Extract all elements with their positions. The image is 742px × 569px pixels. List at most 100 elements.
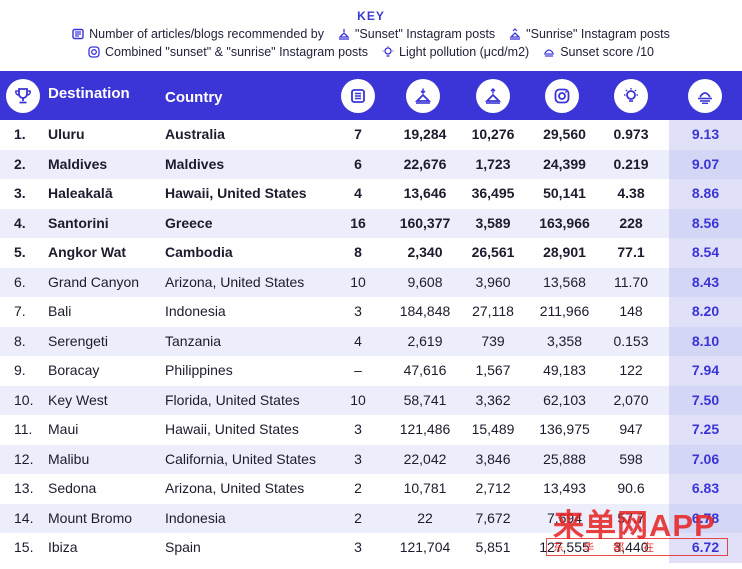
header-light	[614, 71, 648, 120]
cell-articles: 2	[354, 480, 362, 496]
cell-country: Tanzania	[165, 332, 222, 349]
cell-score: 7.50	[669, 385, 742, 415]
cell-articles: 2	[354, 509, 362, 526]
cell-sunset: 13,646	[403, 185, 447, 201]
cell-sunset: 121,486	[399, 421, 451, 437]
cell-country: California, United States	[165, 450, 316, 467]
cell-rank: 8.	[14, 332, 26, 349]
cell-combined: 163,966	[539, 214, 590, 231]
cell-sunrise: 15,489	[471, 421, 515, 437]
key-row-1: Number of articles/blogs recommended by …	[0, 27, 742, 41]
table-row: 12. Malibu California, United States 3 22,04…	[0, 444, 742, 474]
instagram-icon	[88, 46, 100, 58]
cell-score: 9.13	[669, 120, 742, 150]
lightbulb-icon	[382, 46, 394, 58]
cell-rank: 9.	[14, 362, 26, 378]
cell-sunrise: 3,589	[475, 214, 511, 231]
header-sunset	[406, 71, 440, 120]
cell-country: Arizona, United States	[165, 273, 305, 290]
cell-articles: 7	[354, 126, 362, 142]
table-row: 2. Maldives Maldives 6 22,676 1,723 24,399 0.21…	[0, 149, 742, 179]
key-item-combined: Combined "sunset" & "sunrise" Instagram …	[88, 45, 368, 59]
cell-score: 8.86	[669, 179, 742, 209]
cell-country: Cambodia	[165, 244, 233, 260]
cell-score: 6.83	[669, 474, 742, 504]
cell-destination: Bali	[48, 303, 72, 319]
trophy-icon	[6, 78, 40, 113]
cell-light: 0.219	[613, 155, 649, 172]
cell-sunrise: 739	[481, 332, 505, 349]
cell-destination: Haleakalā	[48, 185, 113, 201]
cell-score: 9.07	[669, 149, 742, 179]
cell-rank: 5.	[14, 244, 26, 260]
cell-country: Hawaii, United States	[165, 421, 299, 437]
lightbulb-icon	[614, 78, 648, 113]
cell-rank: 6.	[14, 273, 26, 290]
cell-combined: 49,183	[543, 362, 586, 378]
cell-sunset: 58,741	[403, 391, 447, 408]
cell-articles: 10	[350, 391, 366, 408]
cell-sunset: 2,619	[407, 332, 443, 349]
cell-sunset: 10,781	[403, 480, 447, 496]
cell-combined: 7,694	[546, 509, 583, 526]
cell-articles: 8	[354, 244, 362, 260]
cell-score: 7.25	[669, 415, 742, 445]
cell-destination: Ibiza	[48, 539, 78, 555]
cell-sunset: 47,616	[403, 362, 447, 378]
cell-score: 8.10	[669, 326, 742, 356]
cell-rank: 13.	[14, 480, 34, 496]
cell-light: 0.973	[613, 126, 649, 142]
table-row: 6. Grand Canyon Arizona, United States 10 9,…	[0, 267, 742, 297]
key-title: KEY	[357, 9, 385, 23]
cell-combined: 62,103	[543, 391, 586, 408]
cell-sunset: 160,377	[399, 214, 451, 231]
cell-rank: 3.	[14, 185, 26, 201]
cell-destination: Serengeti	[48, 332, 108, 349]
cell-combined: 211,966	[539, 303, 590, 319]
key-label-sunrise: "Sunrise" Instagram posts	[526, 27, 670, 41]
cell-rank: 2.	[14, 155, 26, 172]
cell-light: 0.153	[613, 332, 649, 349]
key-label-score: Sunset score /10	[560, 45, 654, 59]
cell-rank: 7.	[14, 303, 26, 319]
instagram-icon	[545, 78, 579, 113]
cell-sunset: 2,340	[407, 244, 443, 260]
cell-score: 8.56	[669, 208, 742, 238]
cell-articles: 4	[354, 185, 362, 201]
cell-sunrise: 26,561	[471, 244, 515, 260]
sunset-score-icon	[543, 46, 555, 58]
table-row: 4. Santorini Greece 16 160,377 3,589 163,966 22…	[0, 208, 742, 238]
cell-sunset: 9,608	[407, 273, 443, 290]
cell-light: 77.1	[617, 244, 645, 260]
cell-destination: Key West	[48, 391, 108, 408]
table-row: 11. Maui Hawaii, United States 3 121,486 15,4…	[0, 415, 742, 445]
cell-light: 122	[619, 362, 643, 378]
cell-sunrise: 5,851	[475, 539, 511, 555]
header-score	[688, 71, 722, 120]
cell-combined: 3,358	[546, 332, 583, 349]
cell-rank: 1.	[14, 126, 26, 142]
cell-destination: Boracay	[48, 362, 100, 378]
cell-sunrise: 10,276	[471, 126, 515, 142]
header-trophy	[6, 71, 40, 120]
table-row: 7. Bali Indonesia 3 184,848 27,118 211,966 148 8…	[0, 297, 742, 327]
key-label-light: Light pollution (μcd/m2)	[399, 45, 530, 59]
articles-icon	[72, 28, 84, 40]
cell-destination: Maui	[48, 421, 79, 437]
header-destination: Destination	[48, 85, 130, 102]
cell-sunset: 22	[417, 509, 433, 526]
cell-destination: Mount Bromo	[48, 509, 133, 526]
cell-sunrise: 36,495	[471, 185, 515, 201]
key-label-combined: Combined "sunset" & "sunrise" Instagram …	[104, 45, 368, 59]
cell-light: 598	[619, 450, 643, 467]
cell-articles: –	[354, 362, 362, 378]
articles-icon	[341, 78, 375, 113]
key-item-articles: Number of articles/blogs recommended by	[72, 27, 324, 41]
cell-articles: 16	[350, 214, 366, 231]
cell-light: 11.70	[614, 273, 648, 290]
cell-country: Australia	[165, 126, 225, 142]
cell-sunrise: 3,846	[475, 450, 511, 467]
cell-light: 4.38	[617, 185, 645, 201]
cell-sunset: 184,848	[399, 303, 451, 319]
cell-score: 7.94	[669, 356, 742, 386]
